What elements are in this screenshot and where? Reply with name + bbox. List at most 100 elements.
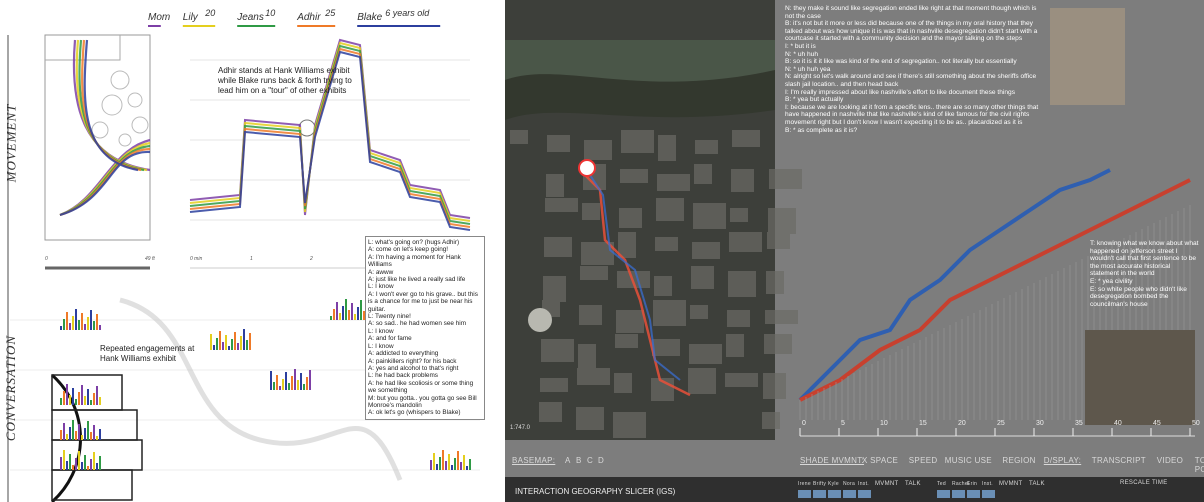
talk-bar: [303, 384, 305, 390]
talk-bar: [433, 453, 435, 470]
basemap-option[interactable]: C: [587, 456, 594, 465]
map-block: [693, 203, 726, 229]
timeline-label: 10: [880, 420, 888, 427]
talk-bar: [90, 310, 92, 330]
talk-bar: [96, 436, 98, 440]
transcript-line: A: I'm having a moment for Hank Williams: [368, 253, 461, 269]
transcript-line: A: I won't ever go to his grave.. but th…: [368, 290, 478, 313]
talk-bar: [336, 302, 338, 320]
basemap-option[interactable]: A: [565, 456, 571, 465]
person-name[interactable]: Inst.: [858, 481, 869, 487]
talk-bar: [454, 458, 456, 470]
map-block: [695, 140, 718, 154]
talk-bar: [297, 380, 299, 390]
map-block: [577, 368, 610, 385]
map-block: [727, 310, 750, 327]
person-name[interactable]: Inst.: [982, 481, 993, 487]
display-option[interactable]: TRANSCRIPT: [1091, 456, 1146, 465]
person-name[interactable]: Nora: [843, 481, 856, 487]
talk-bar: [75, 309, 77, 330]
shade-option[interactable]: REGION: [1002, 456, 1036, 465]
person-name[interactable]: Ted: [937, 481, 946, 487]
talk-bar: [84, 455, 86, 470]
shade-option[interactable]: X SPACE: [862, 456, 899, 465]
talk-bar: [63, 391, 65, 405]
map-block: [621, 130, 654, 153]
display-option[interactable]: TOUR POINTS: [1194, 456, 1204, 474]
person-name[interactable]: Irene: [798, 481, 811, 487]
legend-age: 10: [265, 8, 276, 18]
talk-bar: [60, 326, 62, 330]
talk-bar: [348, 310, 350, 320]
talk-toggle[interactable]: TALK: [1029, 481, 1045, 487]
talk-bar: [333, 309, 335, 320]
transcript-line: M: but you gotta.. you gotta go see Bill…: [368, 394, 477, 409]
legend-name: Adhir: [297, 12, 321, 23]
basemap-option[interactable]: B: [576, 456, 582, 465]
talk-bar: [96, 463, 98, 470]
map-block: [763, 373, 786, 399]
talk-bar: [291, 376, 293, 390]
person-name[interactable]: Kyle: [828, 481, 839, 487]
axis-label: 49 ft: [145, 256, 155, 262]
talk-bar: [363, 311, 365, 320]
timeline-label: 5: [841, 420, 845, 427]
talk-bar: [451, 465, 453, 470]
person-thumb: [937, 490, 950, 498]
transcript-line: A: yes and alcohol to that's right: [368, 364, 459, 372]
map-block: [692, 242, 720, 259]
transcript-line: L: Twenty nine!: [368, 313, 411, 321]
talk-bar: [99, 429, 101, 440]
person-name[interactable]: Brifty: [813, 481, 827, 487]
talk-bar: [60, 457, 62, 470]
person-name[interactable]: Erin: [967, 481, 978, 487]
talk-bar: [342, 306, 344, 320]
talk-toggle[interactable]: TALK: [905, 481, 921, 487]
transcript-line: E: so white people who didn't like deseg…: [1090, 285, 1187, 308]
map-block: [579, 305, 602, 325]
timeline-path: [189, 41, 471, 222]
map-block: [729, 232, 762, 252]
transcript-line: A: ok let's go (whispers to Blake): [368, 409, 461, 417]
talk-bar: [69, 323, 71, 330]
map-block: [539, 402, 562, 422]
map-block: [655, 237, 678, 251]
transcript-line: L: he had back problems: [368, 372, 438, 380]
talk-bar: [442, 450, 444, 470]
transcript-line: B: it's not but it more or less did beca…: [785, 20, 1038, 43]
mvmnt-toggle[interactable]: MVMNT: [875, 481, 899, 487]
person-name[interactable]: Rachel: [952, 481, 970, 487]
talk-bar: [99, 397, 101, 405]
map-block: [768, 208, 796, 234]
talk-bar: [430, 460, 432, 470]
talk-bar: [99, 456, 101, 470]
talk-bar: [66, 461, 68, 470]
shade-option[interactable]: MUSIC USE: [944, 456, 992, 465]
basemap-option[interactable]: D: [598, 456, 605, 465]
rescale-button[interactable]: RESCALE TIME: [1120, 480, 1168, 486]
map-block: [688, 368, 716, 394]
map-block: [547, 135, 570, 152]
transcript-panel: T: knowing what we know about what happe…: [1090, 240, 1200, 308]
talk-bar: [90, 459, 92, 470]
shade-option[interactable]: SPEED: [908, 456, 938, 465]
talk-bar: [90, 400, 92, 405]
transcript-line: N: alright so let's walk around and see …: [785, 73, 1037, 88]
person-thumb: [828, 490, 841, 498]
talk-bar: [66, 312, 68, 330]
map-block: [618, 232, 636, 258]
map-block: [691, 266, 714, 289]
legend-name: Mom: [148, 12, 171, 23]
person-thumb: [982, 490, 995, 498]
section-label: CONVERSATION: [3, 334, 19, 442]
map-block: [694, 164, 712, 184]
display-option[interactable]: VIDEO: [1156, 456, 1184, 465]
control-label: SHADE MVMNT:: [800, 456, 865, 465]
transcript-line: A: painkillers right? for his back: [368, 357, 457, 365]
mvmnt-toggle[interactable]: MVMNT: [999, 481, 1023, 487]
transcript-line: B: so it is it it like was kind of the e…: [785, 58, 1017, 66]
timeline-label: 50: [1192, 420, 1200, 427]
talk-bar: [282, 379, 284, 390]
map-block: [690, 305, 708, 319]
transcript-line: N: * uh huh yea: [785, 65, 831, 73]
